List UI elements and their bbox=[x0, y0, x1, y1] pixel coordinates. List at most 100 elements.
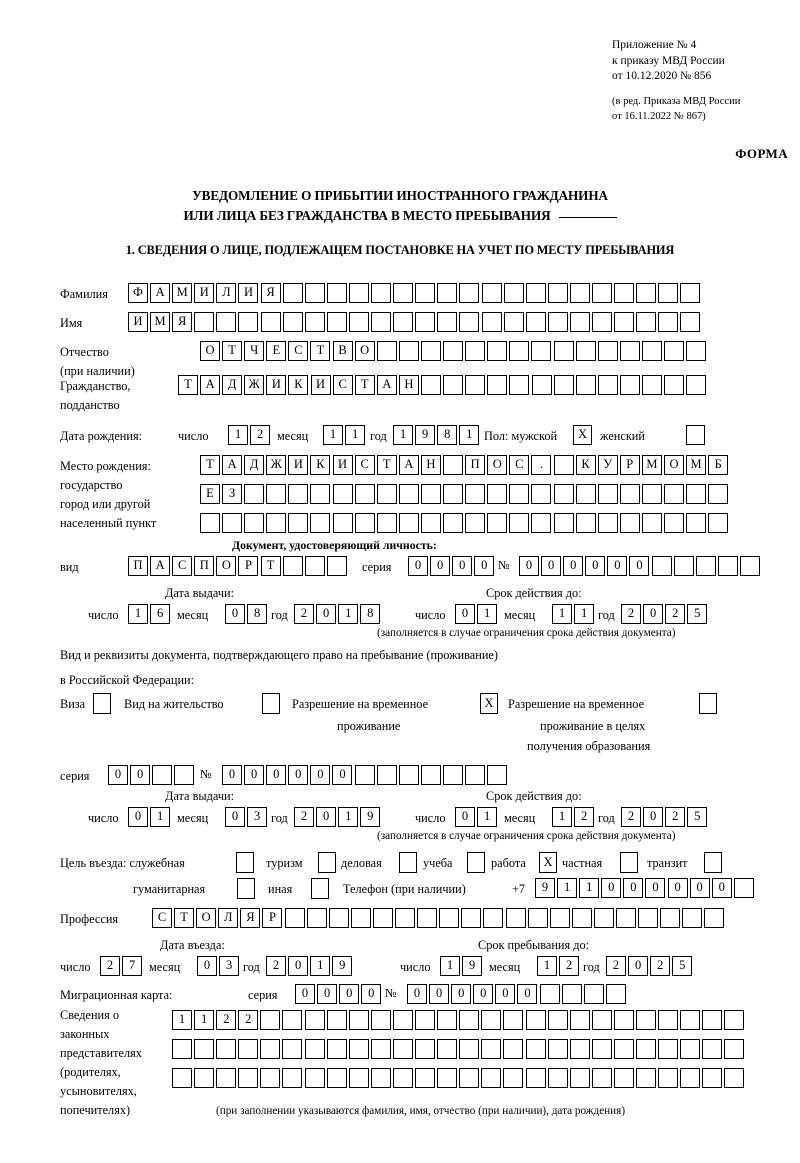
cell[interactable] bbox=[547, 1010, 568, 1030]
cell[interactable] bbox=[437, 1068, 458, 1088]
cell[interactable] bbox=[680, 283, 701, 303]
cell[interactable] bbox=[282, 312, 303, 332]
cell[interactable]: 2 bbox=[559, 956, 580, 976]
cell[interactable] bbox=[487, 375, 508, 395]
cell[interactable] bbox=[194, 1039, 215, 1059]
cell[interactable] bbox=[591, 1010, 612, 1030]
cell[interactable]: 2 bbox=[606, 956, 626, 976]
cell[interactable]: 2 bbox=[665, 604, 686, 624]
cell[interactable] bbox=[641, 341, 662, 361]
cell[interactable]: Т bbox=[260, 556, 281, 576]
cell[interactable] bbox=[575, 484, 596, 504]
cell[interactable]: Т bbox=[354, 375, 375, 395]
cell[interactable] bbox=[194, 1068, 215, 1088]
cell[interactable] bbox=[326, 283, 347, 303]
cell[interactable] bbox=[481, 283, 502, 303]
cell[interactable] bbox=[638, 908, 659, 928]
cell[interactable]: 0 bbox=[288, 765, 309, 785]
cell[interactable]: 2 bbox=[574, 807, 595, 827]
cell[interactable]: 0 bbox=[317, 984, 338, 1004]
cell[interactable]: 2 bbox=[621, 807, 641, 827]
checkbox-purpose-business[interactable] bbox=[399, 852, 417, 873]
cell[interactable] bbox=[172, 1068, 192, 1088]
cell[interactable] bbox=[525, 1010, 546, 1030]
field-birth-place-row-3[interactable] bbox=[200, 513, 729, 533]
cell[interactable]: Л bbox=[218, 908, 239, 928]
cell[interactable] bbox=[503, 1068, 524, 1088]
cell[interactable] bbox=[371, 312, 392, 332]
cell[interactable] bbox=[708, 513, 729, 533]
cell[interactable]: М bbox=[686, 455, 707, 475]
cell[interactable] bbox=[641, 375, 662, 395]
cell[interactable]: 9 bbox=[332, 956, 353, 976]
cell[interactable] bbox=[465, 341, 486, 361]
cell[interactable] bbox=[619, 375, 640, 395]
cell[interactable]: 0 bbox=[563, 556, 584, 576]
cell[interactable] bbox=[398, 765, 419, 785]
cell[interactable]: О bbox=[663, 455, 684, 475]
cell[interactable]: 0 bbox=[667, 878, 688, 898]
cell[interactable]: Ж bbox=[244, 375, 265, 395]
cell[interactable] bbox=[593, 908, 614, 928]
cell[interactable] bbox=[172, 1039, 192, 1059]
cell[interactable] bbox=[483, 908, 504, 928]
cell[interactable]: Я bbox=[172, 312, 193, 332]
cell[interactable]: 0 bbox=[629, 556, 650, 576]
cell[interactable] bbox=[152, 765, 173, 785]
cell[interactable] bbox=[354, 513, 375, 533]
cell[interactable]: О bbox=[196, 908, 217, 928]
cell[interactable] bbox=[348, 1039, 369, 1059]
cell[interactable] bbox=[354, 484, 375, 504]
cell[interactable]: 9 bbox=[415, 425, 436, 445]
cell[interactable] bbox=[443, 513, 464, 533]
cell[interactable] bbox=[503, 1039, 524, 1059]
cell[interactable]: 0 bbox=[455, 604, 475, 624]
cell[interactable]: К bbox=[575, 455, 596, 475]
cell[interactable]: 1 bbox=[172, 1010, 192, 1030]
checkbox-purpose-tourism[interactable] bbox=[318, 852, 336, 873]
checkbox-purpose-study[interactable] bbox=[467, 852, 485, 873]
cell[interactable] bbox=[459, 312, 480, 332]
cell[interactable] bbox=[651, 556, 672, 576]
cell[interactable] bbox=[370, 1010, 391, 1030]
cell[interactable] bbox=[664, 375, 685, 395]
cell[interactable] bbox=[260, 1039, 281, 1059]
cell[interactable] bbox=[260, 1010, 281, 1030]
cell[interactable] bbox=[222, 513, 243, 533]
cell[interactable]: 1 bbox=[323, 425, 343, 445]
cell[interactable]: Б bbox=[708, 455, 729, 475]
cell[interactable]: 2 bbox=[266, 956, 286, 976]
cell[interactable]: 0 bbox=[310, 765, 331, 785]
cell[interactable]: Р bbox=[238, 556, 259, 576]
cell[interactable]: 3 bbox=[247, 807, 268, 827]
cell[interactable] bbox=[702, 1068, 723, 1088]
cell[interactable] bbox=[553, 513, 574, 533]
cell[interactable] bbox=[376, 341, 397, 361]
cell[interactable] bbox=[663, 341, 684, 361]
cell[interactable] bbox=[503, 283, 524, 303]
cell[interactable] bbox=[673, 556, 694, 576]
cell[interactable]: 7 bbox=[122, 956, 143, 976]
cell[interactable] bbox=[420, 513, 441, 533]
cell[interactable] bbox=[461, 908, 482, 928]
cell[interactable] bbox=[304, 556, 325, 576]
cell[interactable]: 1 bbox=[574, 604, 595, 624]
cell[interactable] bbox=[216, 1039, 237, 1059]
cell[interactable]: Т bbox=[178, 375, 198, 395]
cell[interactable]: 0 bbox=[130, 765, 151, 785]
cell[interactable] bbox=[635, 1010, 656, 1030]
cell[interactable] bbox=[459, 1039, 480, 1059]
cell[interactable]: 0 bbox=[361, 984, 382, 1004]
cell[interactable]: Т bbox=[200, 455, 220, 475]
cell[interactable] bbox=[392, 1039, 413, 1059]
cell[interactable] bbox=[531, 513, 552, 533]
cell[interactable] bbox=[304, 1010, 325, 1030]
cell[interactable]: 0 bbox=[197, 956, 217, 976]
cell[interactable] bbox=[200, 513, 220, 533]
cell[interactable]: 8 bbox=[247, 604, 268, 624]
